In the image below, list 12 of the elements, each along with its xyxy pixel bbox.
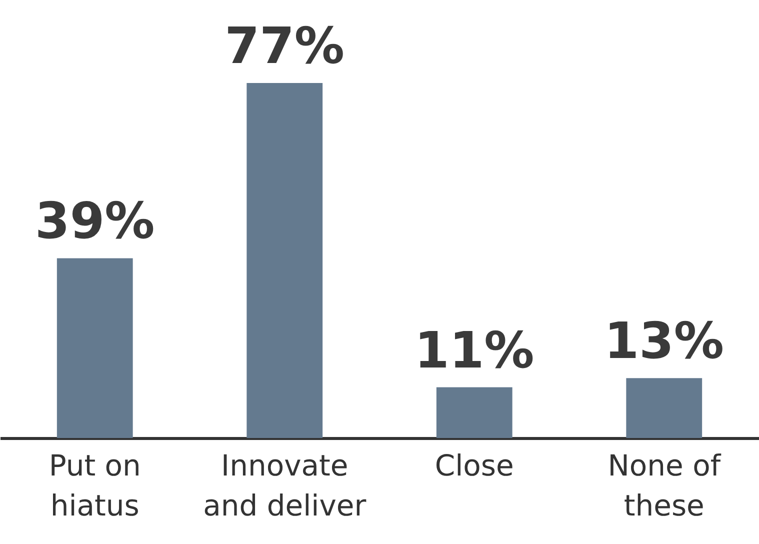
x-tick-label: Put on hiatus	[48, 448, 141, 522]
data-label: 13%	[604, 312, 724, 370]
bar	[56, 258, 133, 438]
bar	[436, 387, 512, 438]
x-tick-label: Close	[434, 448, 514, 482]
x-tick-label: None of these	[608, 448, 722, 522]
bar	[626, 378, 702, 438]
data-label: 11%	[414, 321, 534, 380]
data-label: 77%	[224, 17, 344, 75]
x-tick-label: Innovate and deliver	[203, 448, 366, 522]
data-label: 39%	[35, 192, 155, 250]
bar	[246, 83, 323, 438]
